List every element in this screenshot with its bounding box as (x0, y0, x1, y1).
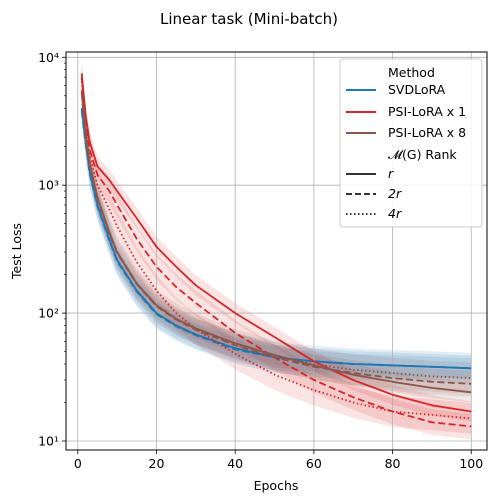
y-axis-ticks: 10¹ 10² 10³ 10⁴ (38, 50, 66, 448)
plot-frame (65, 51, 488, 451)
x-tick-label: 80 (385, 456, 401, 471)
legend-label-rank-r: r (388, 166, 394, 181)
x-axis-ticks: 0 20 40 60 80 100 (74, 450, 483, 471)
band-psi-lora-x-8-2r (81, 80, 472, 397)
y-tick-label: 10³ (38, 178, 59, 193)
legend-label-svdlora: SVDLoRA (388, 82, 446, 97)
legend-method-title: Method (388, 65, 435, 80)
band-psi-lora-x-1-2r (81, 64, 472, 440)
legend-label-rank-4r: 4r (388, 206, 402, 221)
line-psi-lora-x-1-4r (80, 81, 472, 420)
band-svdlora-4r (81, 94, 472, 384)
y-tick-label: 10⁴ (38, 50, 59, 65)
legend-label-psi-lora-x1: PSI-LoRA x 1 (388, 104, 466, 119)
x-tick-label: 100 (459, 456, 483, 471)
line-psi-lora-x-1-2r (80, 77, 472, 428)
band-psi-lora-x-1-r (81, 63, 472, 422)
legend: Method SVDLoRA PSI-LoRA x 1 PSI-LoRA x 8… (339, 58, 483, 228)
band-psi-lora-x-8-4r (81, 77, 472, 394)
line-psi-lora-x-1-r (80, 73, 472, 413)
line-psi-lora-x-8-2r (80, 93, 472, 385)
legend-rank-title: 𝓜(G) Rank (388, 147, 457, 162)
y-tick-label: 10² (38, 306, 59, 321)
x-tick-label: 20 (149, 456, 165, 471)
legend-label-psi-lora-x8: PSI-LoRA x 8 (388, 125, 466, 140)
chart-title: Linear task (Mini-batch) (160, 10, 338, 28)
line-svdlora-4r (80, 109, 472, 370)
y-axis-label: Test Loss (9, 223, 24, 280)
legend-label-rank-2r: 2r (388, 186, 402, 201)
x-axis-label: Epochs (254, 478, 299, 493)
band-psi-lora-x-1-4r (81, 65, 472, 434)
y-tick-label: 10¹ (38, 433, 59, 448)
x-tick-label: 40 (227, 456, 243, 471)
series-lines (80, 73, 472, 428)
line-psi-lora-x-8-4r (80, 92, 472, 379)
x-tick-label: 0 (74, 456, 82, 471)
x-tick-label: 60 (306, 456, 322, 471)
legend-box (339, 58, 483, 228)
